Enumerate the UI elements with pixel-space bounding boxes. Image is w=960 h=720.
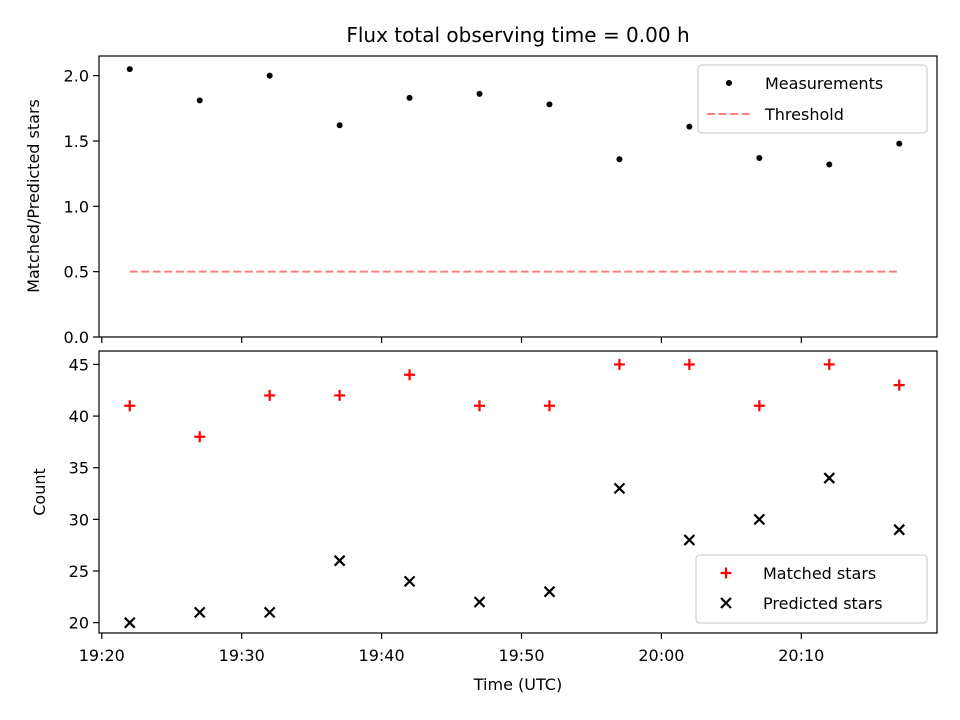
x-axis-label: Time (UTC) — [473, 675, 562, 694]
predicted-stars-point — [823, 472, 836, 484]
predicted-stars-point — [753, 513, 766, 526]
legend-measurements-marker — [726, 80, 732, 86]
x-tick-label: 20:10 — [778, 646, 824, 665]
bottom-legend-box — [695, 554, 928, 624]
matched-stars-point — [543, 400, 555, 412]
top-y-axis-label: Matched/Predicted stars — [24, 99, 43, 293]
bottom-y-tick-label: 40 — [69, 407, 89, 426]
predicted-stars-point — [124, 616, 136, 629]
legend-predicted-stars-label: Predicted stars — [763, 594, 883, 613]
matched-stars-point — [334, 389, 346, 401]
measurement-point — [896, 140, 903, 147]
x-tick-label: 19:40 — [359, 646, 405, 665]
matched-stars-point — [823, 358, 835, 370]
top-y-tick-label: 0.5 — [64, 263, 89, 282]
x-tick-label: 19:20 — [79, 646, 125, 665]
legend-matched-stars-marker — [720, 567, 732, 579]
matched-stars-point — [613, 358, 625, 370]
top-y-tick-label: 0.0 — [64, 328, 89, 347]
measurement-point — [406, 94, 413, 101]
legend-matched-stars-label: Matched stars — [763, 564, 876, 583]
predicted-stars-point — [403, 575, 416, 588]
matched-stars-point — [893, 379, 905, 391]
top-legend-box — [697, 64, 928, 134]
measurement-point — [826, 161, 833, 168]
predicted-stars-point — [613, 482, 626, 495]
plot-layer: 0.0 0.5 1.0 1.5 2.0 Measurements Threshold 20 25… — [64, 55, 938, 665]
legend-predicted-stars-marker — [720, 597, 732, 609]
top-y-tick-label: 1.0 — [64, 197, 89, 216]
bottom-y-axis-label: Count — [30, 468, 49, 516]
predicted-stars-point — [543, 585, 556, 598]
matched-stars-point — [124, 400, 136, 412]
measurement-point — [266, 72, 273, 79]
matched-stars-point — [264, 389, 276, 401]
measurement-point — [756, 154, 763, 161]
chart-title: Flux total observing time = 0.00 h — [346, 23, 689, 47]
x-tick-label: 20:00 — [638, 646, 684, 665]
legend-measurements-label: Measurements — [765, 74, 883, 93]
x-tick-label: 19:50 — [498, 646, 544, 665]
measurement-point — [616, 156, 623, 163]
predicted-stars-point — [193, 606, 206, 619]
measurement-point — [546, 101, 553, 108]
top-axes-frame — [98, 55, 938, 338]
predicted-stars-point — [683, 534, 696, 546]
measurement-point — [476, 90, 483, 97]
x-tick-label: 19:30 — [219, 646, 265, 665]
top-y-tick-label: 2.0 — [64, 67, 89, 86]
bottom-y-tick-label: 30 — [69, 510, 89, 529]
bottom-y-tick-label: 25 — [69, 562, 89, 581]
bottom-y-tick-label: 35 — [69, 459, 89, 478]
measurement-point — [126, 66, 133, 73]
measurement-point — [196, 97, 203, 104]
predicted-stars-point — [263, 606, 276, 619]
bottom-axes-frame — [98, 350, 938, 634]
bottom-y-tick-label: 20 — [69, 614, 89, 633]
predicted-stars-point — [473, 596, 486, 608]
top-y-tick-label: 1.5 — [64, 132, 89, 151]
matched-stars-point — [683, 358, 695, 370]
matched-stars-point — [753, 400, 765, 412]
measurement-point — [686, 123, 693, 130]
bottom-y-tick-label: 45 — [69, 355, 89, 374]
measurement-point — [336, 122, 343, 129]
predicted-stars-point — [893, 523, 906, 536]
legend-threshold-label: Threshold — [764, 105, 844, 124]
predicted-stars-point — [333, 554, 346, 567]
matched-stars-point — [194, 431, 206, 443]
matched-stars-point — [404, 369, 416, 381]
matched-stars-point — [474, 400, 486, 412]
